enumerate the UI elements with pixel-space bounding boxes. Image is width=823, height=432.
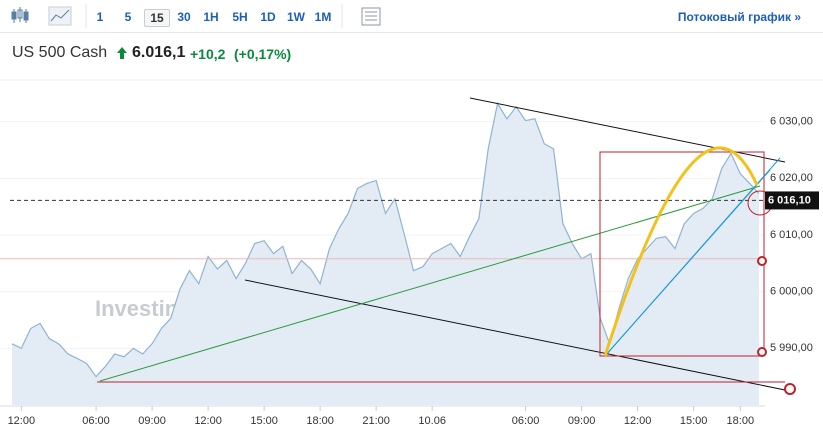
interval-button[interactable]: 1D [260, 10, 276, 24]
up-arrow [117, 47, 127, 59]
interval-button[interactable]: 30 [177, 10, 191, 24]
x-tick-label: 12:00 [8, 415, 36, 427]
x-tick-label: 12:00 [624, 415, 652, 427]
x-tick-label: 10.06 [418, 415, 446, 427]
trendline [604, 169, 771, 357]
price: 6.016,1 [132, 44, 186, 61]
x-tick-label: 18:00 [306, 415, 334, 427]
x-tick-label: 18:00 [727, 415, 755, 427]
x-tick-label: 21:00 [362, 415, 390, 427]
y-tick-label: 6 010,00 [770, 229, 813, 241]
interval-button[interactable]: 15 [144, 9, 170, 27]
handle [757, 347, 767, 357]
y-tick-label: 5 990,00 [770, 342, 813, 354]
x-tick-label: 09:00 [138, 415, 166, 427]
interval-button[interactable]: 1H [203, 10, 219, 24]
x-tick-label: 15:00 [250, 415, 278, 427]
arc [603, 146, 759, 357]
drawings [97, 97, 796, 395]
rectangle [599, 151, 765, 357]
change-percent: (+0,17%) [234, 46, 292, 62]
change: +10,2 [190, 46, 226, 62]
x-tick-label: 06:00 [512, 415, 540, 427]
toolbar: 1 5 15 30 1H 5H 1D 1W 1M Потоковый график » [0, 0, 823, 33]
interval-button[interactable]: 5 [124, 10, 132, 24]
interval-button[interactable]: 1M [314, 10, 332, 24]
interval-button[interactable]: 1 [96, 10, 104, 24]
x-tick-label: 12:00 [194, 415, 222, 427]
last-price-label: 6 016,10 [768, 194, 811, 206]
stream-link[interactable]: Потоковый график » [677, 10, 801, 24]
handle [784, 383, 796, 395]
price-line [11, 101, 760, 378]
area-fill [12, 103, 759, 406]
x-tick-label: 06:00 [82, 415, 110, 427]
handle [757, 256, 767, 266]
last-price-box [765, 191, 819, 210]
y-tick-label: 6 000,00 [770, 286, 813, 298]
interval-button[interactable]: 5H [232, 10, 248, 24]
trendline [244, 279, 786, 391]
y-tick-label: 6 030,00 [770, 116, 813, 128]
y-tick-label: 6 020,00 [770, 172, 813, 184]
toolbar-icons [11, 4, 381, 28]
x-tick-label: 09:00 [568, 415, 596, 427]
x-tick-label: 15:00 [680, 415, 708, 427]
interval-button[interactable]: 1W [287, 10, 305, 24]
instrument-name: US 500 Cash [12, 44, 108, 61]
trendline [99, 185, 761, 382]
